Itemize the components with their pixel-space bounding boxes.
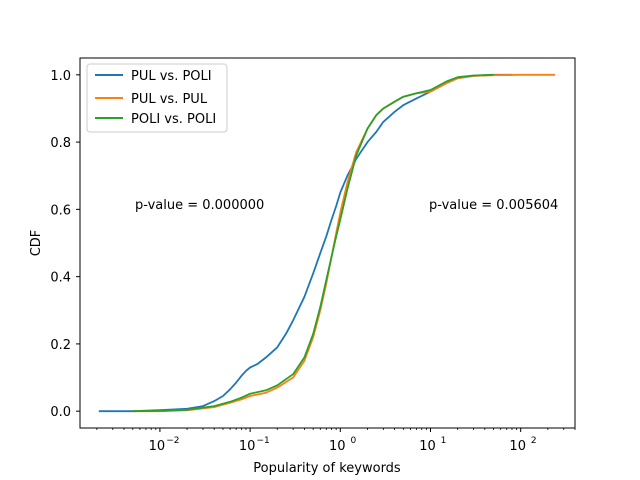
legend-label-pul-vs-poli: PUL vs. POLI <box>131 69 212 84</box>
x-tick-label: 10 <box>149 439 166 454</box>
x-tick-exponent: 2 <box>531 436 537 446</box>
series-line-pul-vs-poli <box>98 73 512 413</box>
y-tick-label: 0.0 <box>50 405 71 420</box>
x-tick-exponent: 0 <box>350 436 356 446</box>
y-tick-label: 0.6 <box>50 203 71 218</box>
axes: 10 −2 10 −1 10 0 10 1 10 20.00.20.40.60.81.0 <box>50 57 576 454</box>
legend: PUL vs. POLI PUL vs. PUL POLI vs. POLI <box>86 63 228 133</box>
x-tick-exponent: 1 <box>441 436 447 446</box>
annotation-p-value-left: p-value = 0.000000 <box>135 198 264 213</box>
y-tick-label: 0.8 <box>50 136 71 151</box>
series-line-poli-vs-poli <box>132 73 494 413</box>
y-tick-label: 0.2 <box>50 338 71 353</box>
x-tick-label: 10 <box>329 439 346 454</box>
annotation-p-value-right: p-value = 0.005604 <box>429 198 558 213</box>
axes-frame <box>79 57 576 429</box>
y-tick-label: 0.4 <box>50 271 71 286</box>
y-tick-label: 1.0 <box>50 69 71 84</box>
legend-label-poli-vs-poli: POLI vs. POLI <box>131 112 216 127</box>
x-axis-label: Popularity of keywords <box>253 461 401 476</box>
x-tick-label: 10 <box>509 439 526 454</box>
legend-box <box>86 63 228 133</box>
plot-area <box>98 73 555 413</box>
y-axis-label: CDF <box>29 230 44 257</box>
series-line-pul-vs-pul <box>132 73 555 413</box>
x-tick-label: 10 <box>419 439 436 454</box>
x-tick-exponent: −2 <box>166 436 179 446</box>
legend-label-pul-vs-pul: PUL vs. PUL <box>131 92 208 107</box>
x-tick-label: 10 <box>239 439 256 454</box>
x-tick-exponent: −1 <box>256 436 269 446</box>
